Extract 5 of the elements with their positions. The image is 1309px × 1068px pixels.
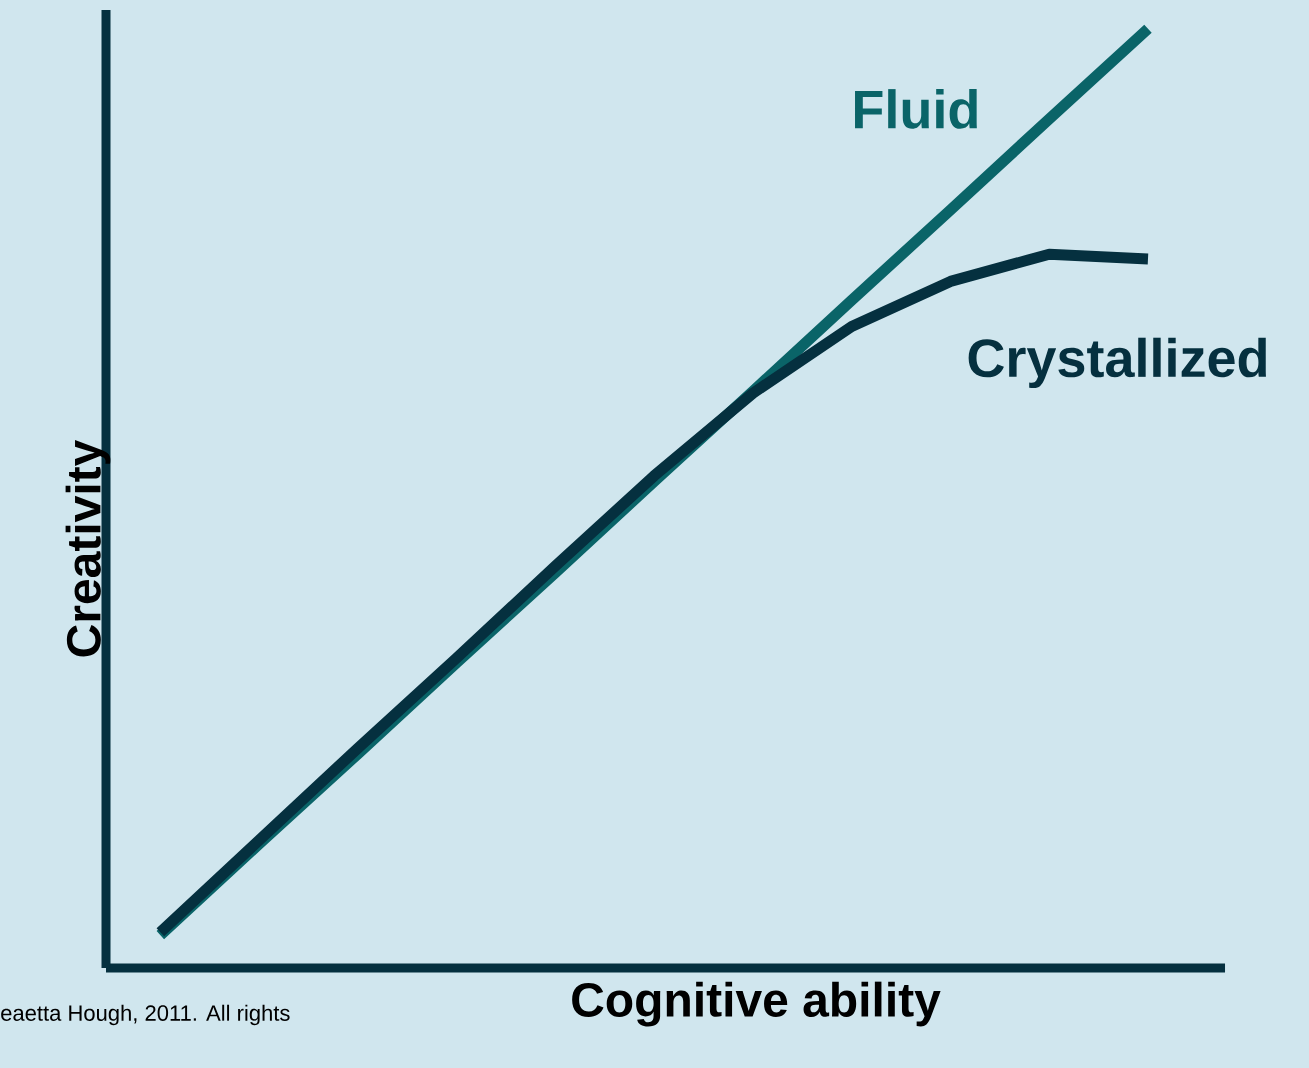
x-axis-title: Cognitive ability	[572, 981, 941, 1027]
y-axis-title: Creativity	[65, 439, 111, 657]
series-label: Fluid	[855, 89, 977, 129]
text: eaetta Hough, 2011. All rights	[1, 1004, 290, 1026]
series-label: Crystallized	[968, 337, 1266, 389]
